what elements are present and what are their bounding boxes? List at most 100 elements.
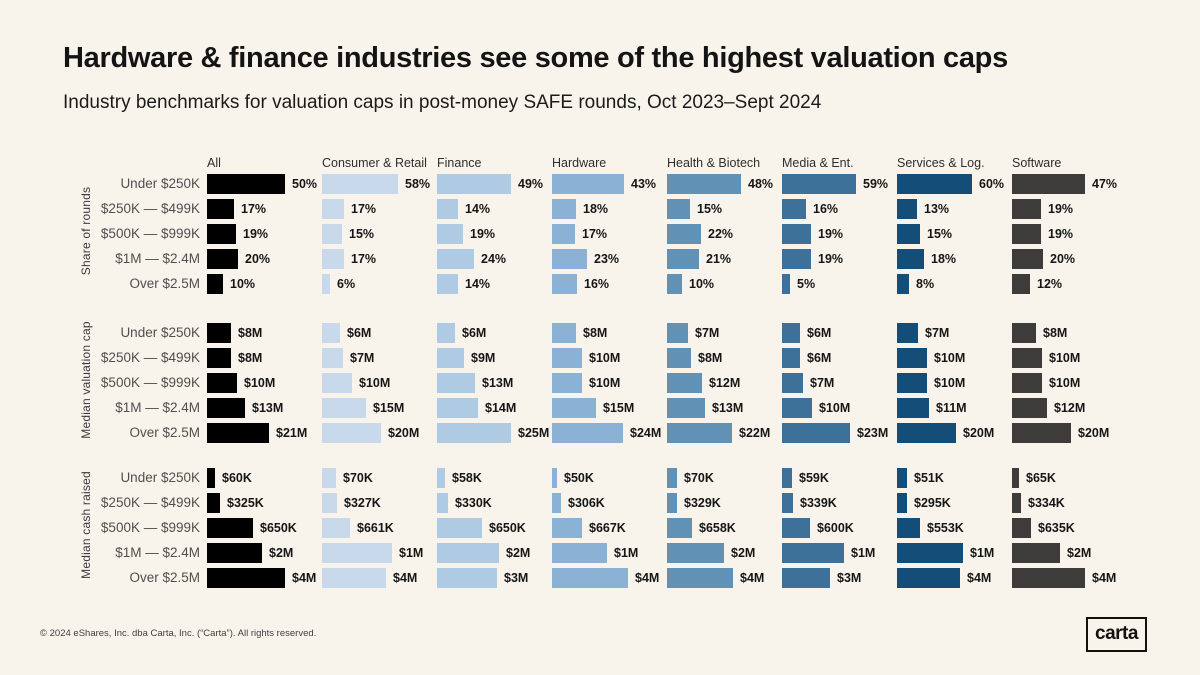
bar: [897, 493, 907, 513]
bar-value: $635K: [1038, 521, 1075, 535]
bar-value: $10M: [1049, 351, 1081, 365]
row-label: $500K — $999K: [100, 375, 200, 390]
bar: [897, 274, 909, 294]
bar: [782, 373, 803, 393]
row-label: $500K — $999K: [100, 226, 200, 241]
bar: [667, 348, 691, 368]
bar-value: $8M: [238, 351, 263, 365]
bar-value: 14%: [465, 202, 491, 216]
bar: [667, 174, 741, 194]
bar-value: $330K: [455, 496, 492, 510]
bar: [782, 224, 811, 244]
bar: [1012, 274, 1030, 294]
bar: [1012, 423, 1071, 443]
bar: [322, 274, 330, 294]
bar-value: 24%: [481, 252, 507, 266]
row-label: $250K — $499K: [100, 495, 200, 510]
bar-value: $2M: [1067, 546, 1092, 560]
bar-value: $70K: [684, 471, 714, 485]
bar-value: 15%: [697, 202, 723, 216]
bar-value: $4M: [393, 571, 418, 585]
bar: [207, 348, 231, 368]
row-label: $1M — $2.4M: [115, 400, 200, 415]
bar: [897, 568, 960, 588]
bar-value: $10M: [934, 351, 966, 365]
bar: [1012, 543, 1060, 563]
bar: [897, 398, 929, 418]
bar-value: $15M: [373, 401, 405, 415]
bar: [322, 249, 344, 269]
bar: [437, 468, 445, 488]
bar: [782, 543, 844, 563]
bar-value: 10%: [689, 277, 715, 291]
bar: [322, 323, 340, 343]
column-header: Services & Log.: [897, 156, 985, 170]
bar-value: $4M: [1092, 571, 1117, 585]
bar: [552, 468, 557, 488]
row-label: $1M — $2.4M: [115, 545, 200, 560]
bar: [437, 224, 463, 244]
bar-value: 8%: [916, 277, 935, 291]
carta-logo-text: carta: [1095, 623, 1138, 644]
bar: [207, 543, 262, 563]
bar: [782, 174, 856, 194]
bar-value: $9M: [471, 351, 496, 365]
bar-value: 60%: [979, 177, 1005, 191]
bar: [552, 199, 576, 219]
bar: [322, 568, 386, 588]
bar-value: 19%: [470, 227, 496, 241]
bar-value: $306K: [568, 496, 605, 510]
column-header: Media & Ent.: [782, 156, 854, 170]
bar-value: 15%: [349, 227, 375, 241]
row-label: $1M — $2.4M: [115, 251, 200, 266]
bar-value: 58%: [405, 177, 431, 191]
bar-value: 48%: [748, 177, 774, 191]
bar: [322, 174, 398, 194]
bar: [552, 174, 624, 194]
bar-value: $12M: [709, 376, 741, 390]
row-label: $500K — $999K: [100, 520, 200, 535]
bar-value: 17%: [351, 202, 377, 216]
bar: [552, 493, 561, 513]
bar: [1012, 199, 1041, 219]
bar: [782, 568, 830, 588]
bar: [897, 518, 920, 538]
bar: [1012, 249, 1043, 269]
bar-value: $2M: [731, 546, 756, 560]
bar-value: $295K: [914, 496, 951, 510]
bar-value: $6M: [347, 326, 372, 340]
row-label: Under $250K: [120, 325, 200, 340]
bar: [437, 543, 499, 563]
bar-value: 16%: [584, 277, 610, 291]
bar: [1012, 174, 1085, 194]
bar: [897, 543, 963, 563]
bar: [322, 373, 352, 393]
bar: [782, 468, 792, 488]
bar-value: 47%: [1092, 177, 1118, 191]
bar-value: $25M: [518, 426, 550, 440]
bar-value: $600K: [817, 521, 854, 535]
bar: [667, 468, 677, 488]
bar: [322, 199, 344, 219]
column-header: Software: [1012, 156, 1062, 170]
bar-value: 17%: [582, 227, 608, 241]
bar-value: 19%: [243, 227, 269, 241]
bar-value: 17%: [241, 202, 267, 216]
bar-value: $59K: [799, 471, 829, 485]
bar: [667, 543, 724, 563]
bar-value: $8M: [238, 326, 263, 340]
bar: [207, 224, 236, 244]
bar: [782, 323, 800, 343]
bar-value: 50%: [292, 177, 318, 191]
bar-value: 15%: [927, 227, 953, 241]
bar: [437, 493, 448, 513]
bar: [322, 348, 343, 368]
column-header: Consumer & Retail: [322, 156, 427, 170]
bar-value: $6M: [462, 326, 487, 340]
bar-value: $10M: [934, 376, 966, 390]
bar: [322, 468, 336, 488]
bar-value: $4M: [967, 571, 992, 585]
bar: [667, 274, 682, 294]
bar-value: $7M: [350, 351, 375, 365]
bar-value: 23%: [594, 252, 620, 266]
